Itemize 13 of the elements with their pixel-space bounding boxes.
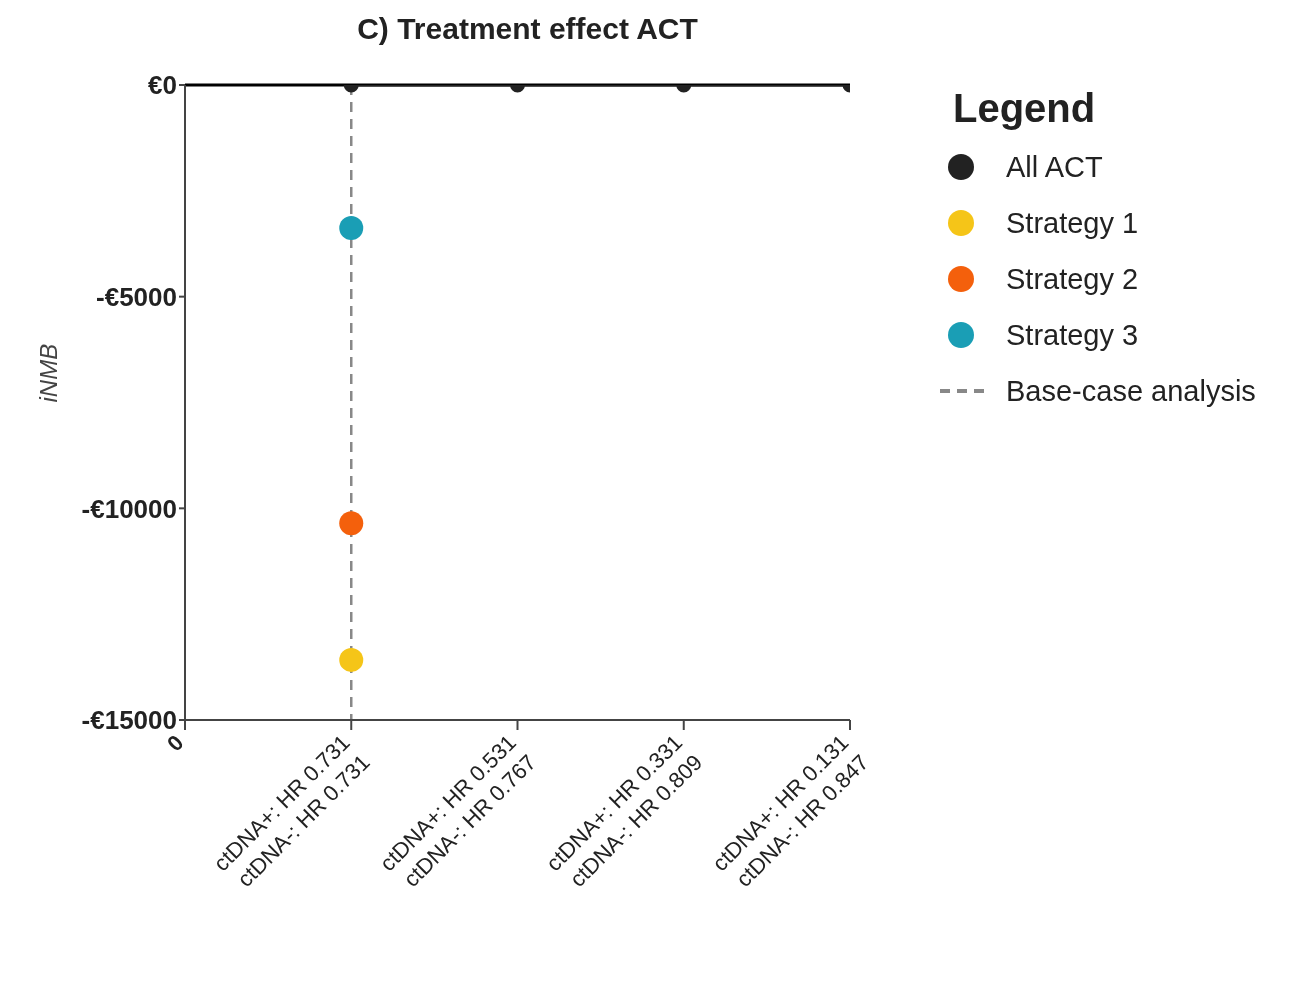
legend-label: Strategy 2 <box>1006 262 1139 296</box>
point <box>339 511 364 536</box>
legend-label: Strategy 3 <box>1006 318 1139 352</box>
y-tick-label: -€10000 <box>81 493 177 524</box>
legend-label: All ACT <box>1006 150 1103 184</box>
chart-title: C) Treatment effect ACT <box>356 12 699 46</box>
legend-label: Base-case analysis <box>1006 374 1256 408</box>
legend-label: Strategy 1 <box>1006 206 1139 240</box>
legend-title: Legend <box>953 86 1097 131</box>
point <box>339 647 364 672</box>
y-axis-title: iNMB <box>34 343 62 403</box>
y-tick-label: €0 <box>148 70 177 101</box>
y-tick-label: -€5000 <box>96 281 177 312</box>
